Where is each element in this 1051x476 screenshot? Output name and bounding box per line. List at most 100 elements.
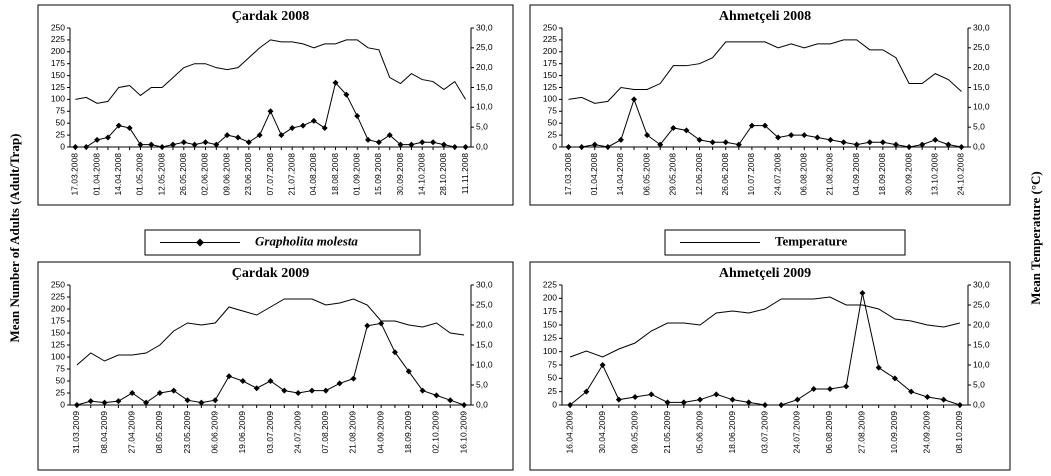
pest-marker (447, 397, 454, 404)
pest-marker (405, 368, 412, 375)
pest-marker (788, 132, 795, 139)
y2-tick-label: 25,0 (973, 299, 990, 309)
y-tick-label: 150 (543, 319, 557, 329)
temperature-line (76, 298, 465, 366)
pest-marker (814, 134, 821, 141)
pest-marker (451, 144, 458, 150)
pest-marker (722, 139, 729, 146)
pest-marker (696, 136, 703, 143)
pest-marker (115, 398, 122, 405)
y-tick-label: 200 (51, 46, 65, 56)
y-tick-label: 0 (552, 141, 557, 151)
x-tick-label: 10.07.2008 (746, 153, 756, 196)
pest-marker (745, 399, 752, 406)
pest-marker (202, 139, 209, 146)
pest-marker (644, 132, 651, 139)
chart-title: Ahmetçeli 2008 (719, 9, 811, 24)
pest-marker (631, 96, 638, 103)
y-tick-label: 0 (60, 141, 65, 151)
pest-marker (762, 122, 768, 129)
pest-line (76, 322, 465, 406)
y2-tick-label: 15,0 (973, 339, 990, 349)
pest-marker (245, 139, 252, 146)
y2-tick-label: 0,0 (476, 141, 488, 151)
y-tick-label: 250 (543, 22, 557, 32)
y-tick-label: 150 (51, 327, 65, 337)
legend-marker (196, 238, 204, 247)
pest-marker (908, 388, 915, 395)
x-tick-label: 03.07.2009 (759, 411, 769, 454)
y-tick-label: 75 (548, 359, 558, 369)
pest-marker (778, 402, 785, 408)
pest-marker (143, 399, 150, 406)
panel-border (529, 4, 1011, 206)
pest-marker (129, 390, 136, 396)
pest-marker (670, 124, 677, 131)
pest-line (75, 81, 466, 148)
x-tick-label: 06.05.2008 (641, 153, 651, 196)
x-tick-label: 26.05.2008 (178, 153, 188, 196)
legend-label: Temperature (775, 233, 847, 248)
pest-marker (159, 144, 166, 150)
x-tick-label: 16.04.2009 (564, 411, 574, 454)
pest-marker (840, 139, 847, 146)
pest-marker (567, 402, 574, 408)
pest-marker (591, 141, 598, 148)
x-tick-label: 23.05.2009 (182, 411, 192, 454)
y-tick-label: 50 (548, 373, 558, 383)
pest-marker (794, 396, 801, 403)
x-tick-label: 18.06.2009 (727, 411, 737, 454)
y-tick-label: 50 (548, 117, 558, 127)
pest-marker (191, 141, 198, 148)
pest-marker (843, 383, 850, 390)
pest-marker (810, 386, 817, 392)
pest-marker (615, 396, 622, 403)
pest-marker (664, 399, 671, 406)
panel-border (37, 4, 514, 206)
pest-marker (322, 387, 329, 394)
y2-tick-label: 20,0 (476, 319, 493, 329)
y2-tick-label: 15,0 (973, 82, 990, 92)
y-tick-label: 100 (51, 351, 65, 361)
pest-marker (775, 134, 782, 141)
temperature-line (569, 296, 960, 358)
pest-marker (364, 322, 371, 329)
pest-marker (101, 399, 108, 406)
y-tick-label: 175 (51, 315, 65, 325)
y-tick-label: 100 (543, 94, 557, 104)
x-tick-label: 09.06.2008 (221, 153, 231, 196)
pest-marker (73, 402, 80, 408)
pest-marker (945, 141, 952, 148)
pest-marker (365, 136, 372, 143)
pest-marker (461, 402, 468, 408)
pest-marker (940, 396, 947, 403)
pest-marker (617, 136, 624, 143)
pest-marker (295, 390, 302, 396)
x-tick-label: 26.06.2008 (720, 153, 730, 196)
y-tick-label: 225 (543, 34, 557, 44)
pest-marker (462, 144, 469, 150)
x-tick-label: 17.03.2008 (563, 153, 573, 196)
pest-marker (859, 290, 866, 296)
pest-marker (729, 396, 736, 403)
pest-marker (924, 394, 931, 400)
pest-marker (762, 402, 768, 408)
x-tick-label: 30.09.2008 (395, 153, 405, 196)
pest-marker (827, 136, 834, 143)
pest-marker (648, 391, 655, 398)
panel-border (37, 261, 514, 471)
pest-marker (958, 144, 965, 150)
x-tick-label: 14.04.2008 (615, 153, 625, 196)
pest-marker (169, 141, 176, 148)
x-tick-label: 11.11.2008 (460, 153, 470, 195)
y-tick-label: 125 (51, 82, 65, 92)
pest-marker (956, 402, 963, 408)
pest-marker (336, 380, 343, 387)
x-tick-label: 21.08.2008 (825, 153, 835, 196)
x-tick-label: 04.08.2008 (308, 153, 318, 196)
pest-marker (735, 141, 742, 148)
pest-marker (440, 141, 447, 148)
pest-marker (198, 399, 205, 406)
y2-tick-label: 0,0 (973, 399, 985, 409)
